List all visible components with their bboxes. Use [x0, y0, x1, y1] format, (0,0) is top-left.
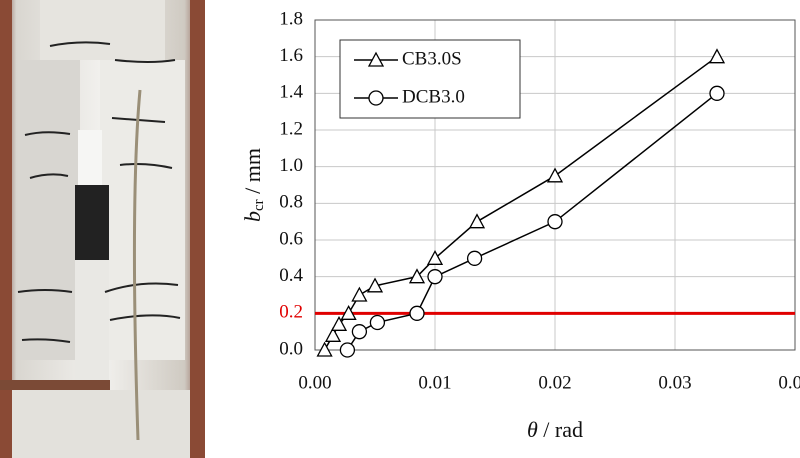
y-tick-label: 0.4	[279, 265, 303, 286]
triangle-marker	[330, 315, 348, 331]
x-tick-label: 0.00	[298, 372, 331, 393]
circle-marker	[369, 314, 386, 331]
y-tick-label: 0.8	[279, 192, 303, 213]
circle-marker	[351, 324, 368, 340]
triangle-marker	[546, 167, 564, 183]
x-label-symbol: θ	[527, 417, 538, 442]
circle-marker	[409, 305, 425, 321]
triangle-marker	[367, 51, 385, 67]
x-axis-label: θ / rad	[527, 417, 583, 442]
y-label-subscript: cr	[251, 199, 267, 211]
triangle-marker	[340, 304, 357, 320]
y-tick-label: 0.0	[279, 338, 303, 359]
circle-marker	[709, 85, 725, 101]
legend-label: DCB3.0	[402, 86, 465, 107]
circle-marker	[427, 269, 443, 285]
series-line	[346, 92, 718, 351]
x-tick-label: 0.03	[658, 372, 691, 393]
triangle-marker	[708, 48, 726, 64]
x-tick-label: 0.01	[418, 372, 451, 393]
y-tick-label: 0.2	[279, 302, 303, 323]
y-label-unit: / mm	[240, 148, 265, 199]
plot-frame	[314, 19, 796, 351]
triangle-marker	[408, 268, 426, 284]
x-tick-label: 0.04	[778, 372, 800, 393]
triangle-marker	[351, 286, 368, 302]
chart: 0.0 0.2 0.4 0.6 0.8 1.0 1.2 1.4 1.6 1.8 0.00 0.01 0.…	[279, 8, 800, 393]
y-tick-label: 1.6	[279, 45, 303, 66]
y-label-symbol: b	[240, 211, 265, 222]
y-tick-label: 1.0	[279, 155, 303, 176]
legend-label: CB3.0S	[402, 48, 462, 69]
y-tick-label: 1.2	[279, 118, 303, 139]
legend-box	[339, 39, 521, 119]
triangle-marker	[324, 326, 342, 342]
y-tick-label: 1.8	[279, 8, 303, 29]
triangle-marker	[366, 277, 384, 293]
y-tick-label: 0.6	[279, 228, 303, 249]
triangle-marker	[468, 213, 486, 229]
circle-marker	[547, 214, 563, 230]
x-tick-label: 0.02	[538, 372, 571, 393]
y-axis-label: bcr / mm	[240, 148, 267, 222]
x-label-unit: / rad	[538, 417, 583, 442]
y-tick-label: 1.4	[279, 82, 303, 103]
triangle-marker	[426, 249, 444, 265]
triangle-marker	[316, 341, 333, 357]
circle-marker	[339, 342, 356, 358]
specimen-photo	[0, 0, 205, 458]
circle-marker	[368, 90, 384, 106]
circle-marker	[466, 250, 483, 266]
